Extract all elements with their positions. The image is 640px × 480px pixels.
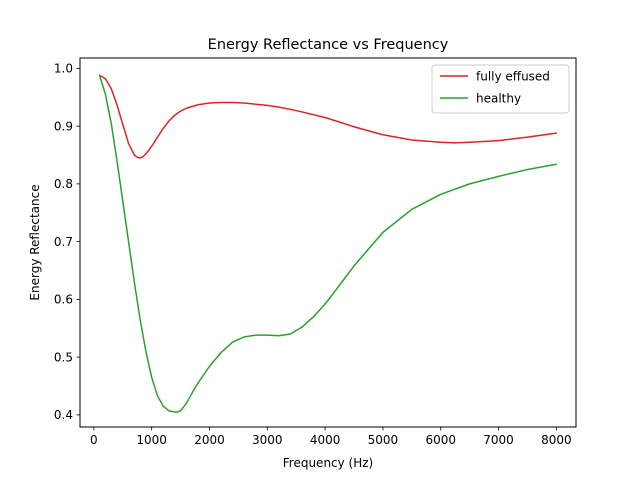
legend-box (431, 64, 570, 114)
y-tick-label: 0.9 (54, 119, 73, 133)
series-line-healthy (98, 74, 558, 413)
x-axis-label: Frequency (Hz) (283, 456, 374, 470)
x-tick-label: 5000 (368, 433, 399, 447)
x-tick-label: 2000 (194, 433, 225, 447)
series-layer (98, 74, 558, 413)
x-tick-label: 8000 (541, 433, 572, 447)
series-line-fully-effused (98, 74, 558, 159)
x-axis: 0 1000 2000 3000 4000 5000 6000 7000 8000 (90, 427, 572, 447)
legend: fully effused healthy (431, 64, 570, 114)
legend-label: fully effused (476, 69, 550, 83)
x-tick-label: 3000 (252, 433, 283, 447)
y-axis-label: Energy Reflectance (28, 184, 42, 300)
y-tick-label: 1.0 (54, 62, 73, 76)
y-tick-label: 0.4 (54, 408, 73, 422)
x-tick-label: 0 (90, 433, 98, 447)
y-tick-label: 0.6 (54, 293, 73, 307)
x-tick-label: 6000 (425, 433, 456, 447)
y-axis: 0.4 0.5 0.6 0.7 0.8 0.9 1.0 (54, 62, 80, 422)
y-tick-label: 0.5 (54, 350, 73, 364)
plot-frame (79, 57, 577, 428)
legend-label: healthy (476, 91, 521, 105)
y-tick-label: 0.7 (54, 235, 73, 249)
x-tick-label: 4000 (310, 433, 341, 447)
chart-title: Energy Reflectance vs Frequency (208, 37, 449, 53)
x-tick-label: 1000 (136, 433, 167, 447)
y-tick-label: 0.8 (54, 177, 73, 191)
x-tick-label: 7000 (483, 433, 514, 447)
